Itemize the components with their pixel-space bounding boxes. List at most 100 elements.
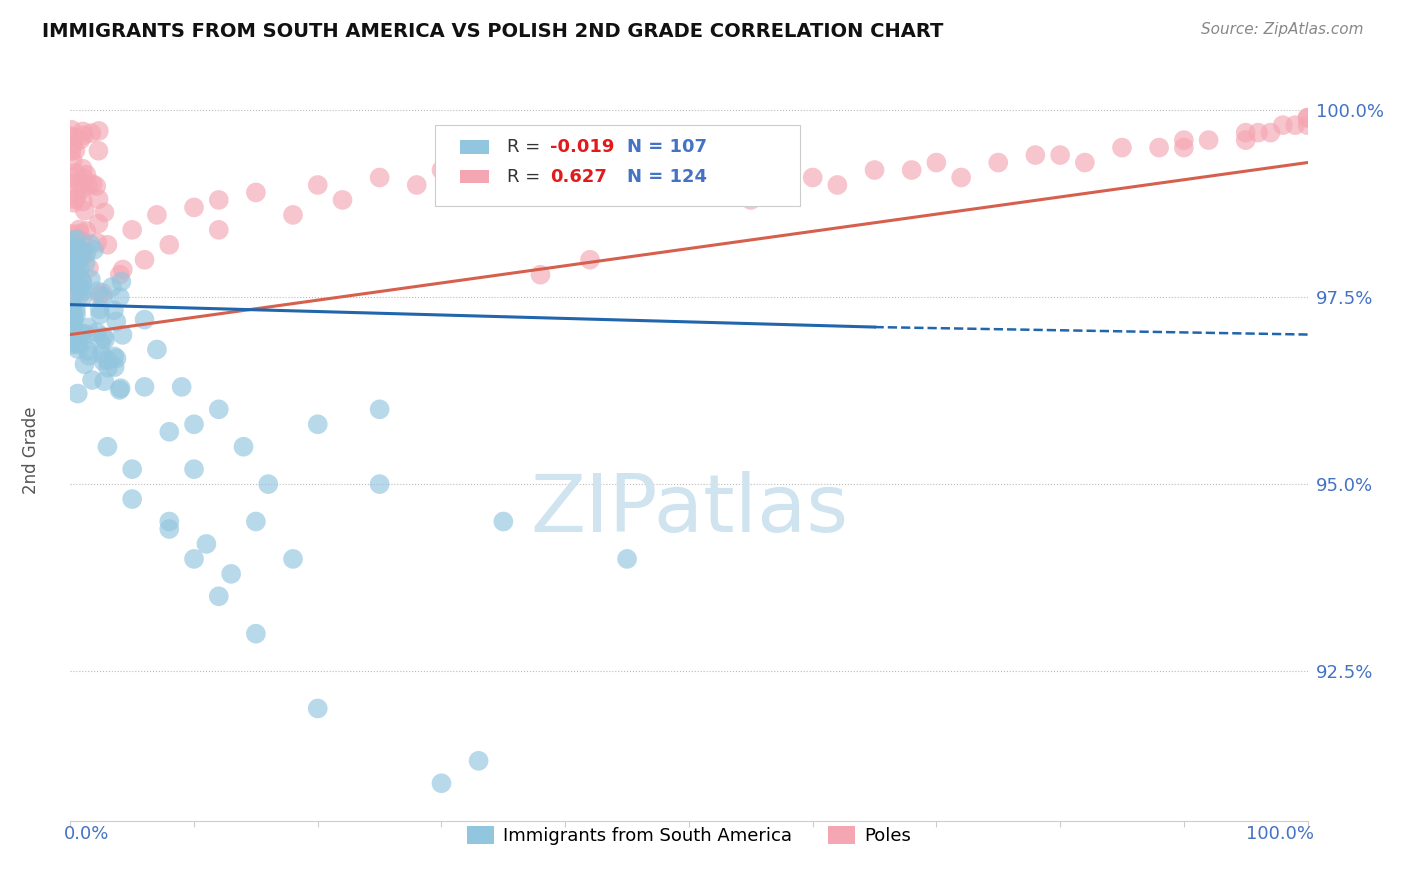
Point [65,144,87,158]
Point [87,192,110,206]
Point [60,144,83,158]
Point [368,402,391,417]
Point [70,335,93,350]
Point [157,425,180,439]
Point [65,239,87,253]
Point [208,223,231,237]
Point [740,178,762,192]
Point [307,701,329,715]
Point [73,171,96,186]
Point [1147,140,1170,154]
Point [863,163,886,178]
Bar [460,140,489,153]
Point [579,252,602,267]
Point [63,312,86,326]
Point [82,177,104,191]
Point [67,281,90,295]
Point [183,417,205,432]
Point [67,337,90,351]
Point [75,224,97,238]
Point [62,153,84,168]
Point [75,256,97,270]
Point [91,354,114,368]
Point [1234,126,1257,140]
Point [62,252,84,266]
Point [62,320,84,334]
Text: IMMIGRANTS FROM SOUTH AMERICA VS POLISH 2ND GRADE CORRELATION CHART: IMMIGRANTS FROM SOUTH AMERICA VS POLISH … [42,22,943,41]
Bar [460,169,489,183]
Point [492,155,515,169]
Point [1111,140,1133,154]
Point [60,234,83,248]
Point [257,477,280,491]
Point [60,130,83,145]
Text: 0.0%: 0.0% [65,825,110,843]
Point [60,227,83,241]
Point [91,285,114,300]
Point [1296,111,1319,125]
Point [368,477,391,491]
Point [77,349,100,363]
Point [67,242,90,256]
Legend: Immigrants from South America, Poles: Immigrants from South America, Poles [460,819,918,853]
Point [72,234,94,248]
Point [60,306,83,320]
Point [111,327,134,342]
Point [66,260,89,275]
Point [281,552,304,566]
Point [63,260,86,274]
Point [529,268,551,282]
Point [72,194,94,209]
Point [987,155,1010,169]
Point [60,129,83,144]
Point [245,626,267,640]
Point [87,144,110,158]
Point [62,274,84,288]
Point [72,291,94,305]
Point [108,383,131,397]
Point [86,326,108,340]
Text: 100.0%: 100.0% [1246,825,1313,843]
Point [60,242,83,256]
Point [307,417,329,432]
Point [63,268,86,283]
Point [69,271,91,285]
Point [827,178,849,192]
Point [60,305,83,319]
Point [63,272,86,286]
Point [1296,111,1319,125]
Point [77,260,100,275]
Point [134,380,156,394]
Point [60,255,83,269]
Point [60,256,83,270]
Point [72,284,94,298]
Point [96,237,118,252]
Point [62,170,84,185]
Point [93,205,115,219]
Point [70,326,93,341]
Point [67,222,90,236]
Point [69,227,91,241]
Point [1296,118,1319,132]
Point [70,244,93,259]
Point [94,333,117,347]
Point [80,126,103,140]
Point [900,163,922,178]
Point [1024,148,1046,162]
Point [157,515,180,529]
Point [93,374,115,388]
Text: R =: R = [508,138,546,156]
Point [60,239,83,253]
Point [91,289,114,303]
Point [1284,118,1306,132]
Point [89,302,111,317]
Point [368,170,391,185]
Point [121,462,143,476]
Point [79,237,101,252]
Point [69,133,91,147]
Point [65,302,87,317]
Point [60,263,83,277]
Point [87,217,110,231]
Point [93,329,115,343]
Point [105,351,128,366]
